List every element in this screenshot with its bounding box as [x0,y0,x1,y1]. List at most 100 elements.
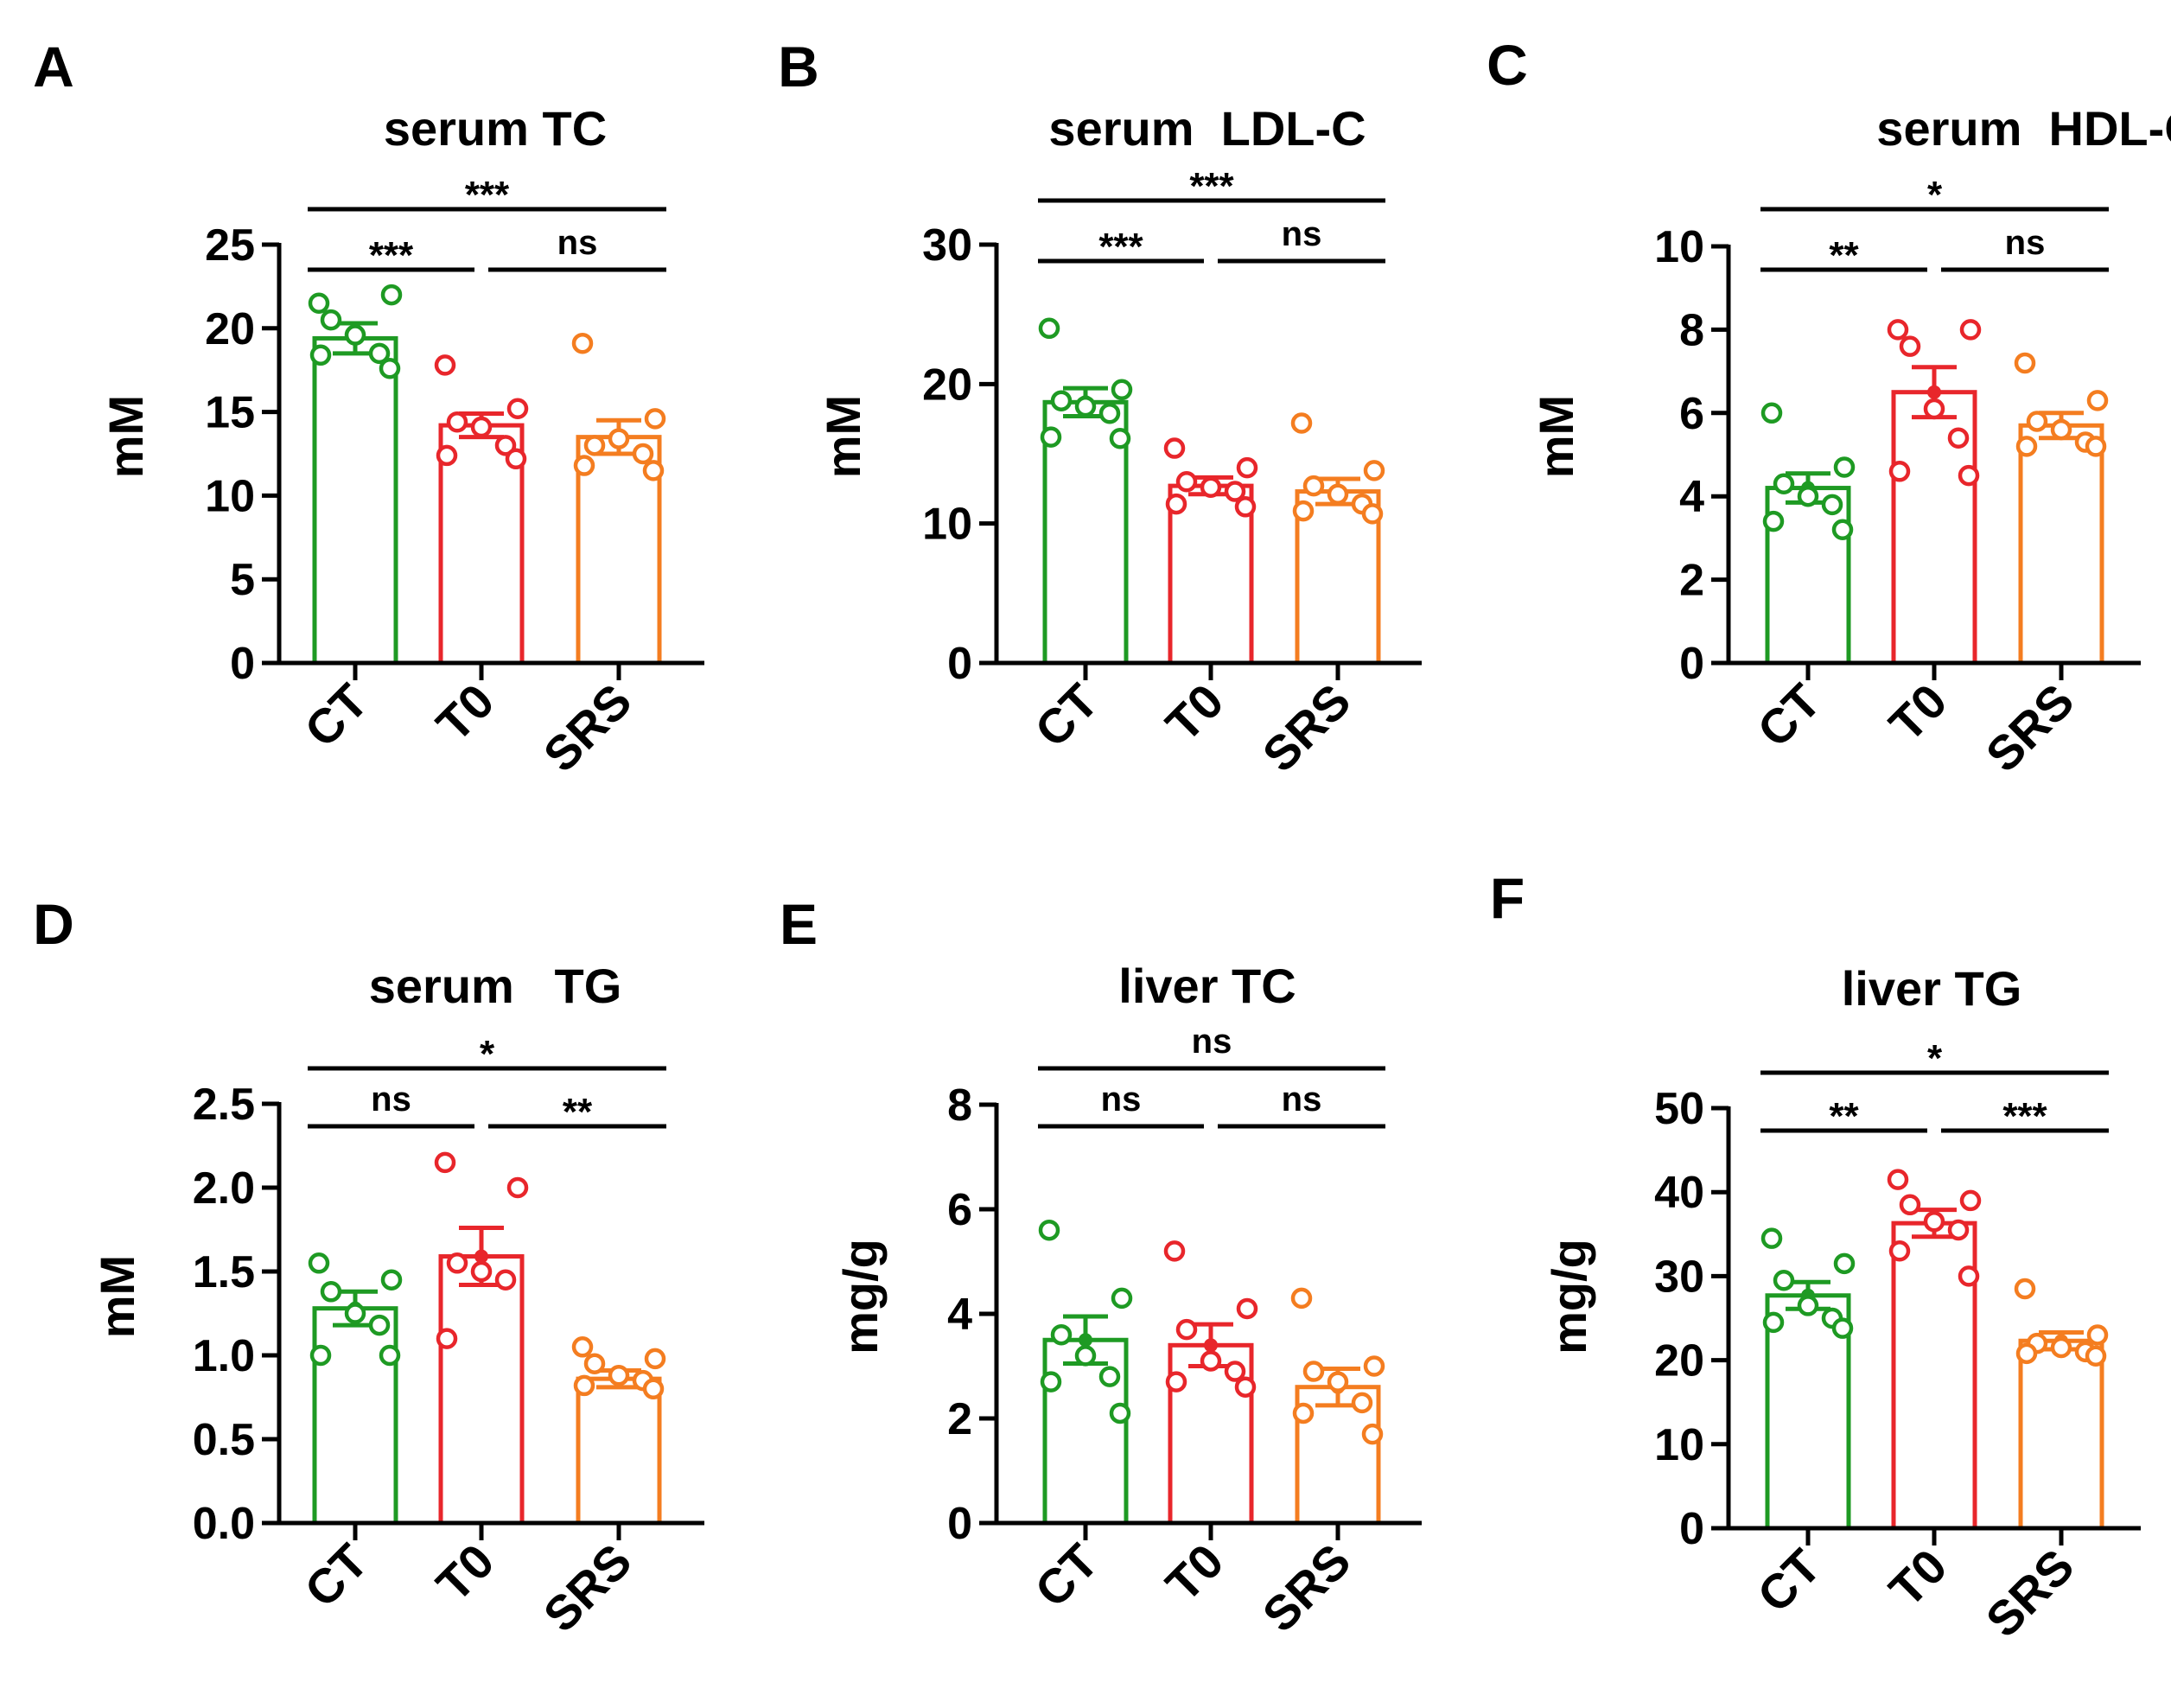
y-tick-label: 20 [1654,1336,1704,1386]
y-tick-label: 0 [1679,1504,1704,1554]
data-point-srs [573,455,595,476]
mean-marker-t0 [1927,385,1941,399]
data-point-t0 [1947,427,1970,449]
panel-letter: E [780,892,818,956]
data-point-t0 [1887,319,1909,341]
data-point-srs [583,435,606,456]
data-point-srs [2086,1324,2109,1346]
data-point-ct [1760,402,1783,424]
y-tick-label: 4 [947,1290,972,1340]
bar-srs [2018,1338,2104,1531]
significance-label: ns [1192,1023,1232,1061]
data-point-t0 [1958,1265,1980,1287]
data-point-t0 [1887,1169,1909,1190]
data-point-ct [1760,1227,1783,1249]
data-point-ct [320,1281,342,1303]
y-tick-label: 40 [1654,1168,1704,1218]
data-point-t0 [434,354,456,376]
data-point-srs [2014,352,2036,374]
y-tick-label: 25 [205,220,255,271]
data-point-t0 [446,411,468,433]
data-point-t0 [1888,461,1911,482]
data-point-srs [608,428,630,449]
data-point-ct [1050,390,1073,411]
data-point-srs [1327,483,1349,506]
data-point-ct [308,292,330,315]
y-tick-label: 30 [922,220,972,271]
x-tick-label-srs: SRS [1252,673,1361,782]
y-tick-label: 0 [947,639,972,689]
data-point-t0 [1958,464,1980,487]
y-tick-label: 20 [922,360,972,410]
panel-letter: A [33,35,74,99]
data-point-srs [2014,1278,2036,1300]
bar-srs [576,1376,662,1526]
data-point-ct [379,1344,401,1367]
data-point-srs [2015,436,2038,457]
data-point-srs [1361,503,1384,525]
mean-marker-t0 [1204,1338,1218,1353]
chart-title: serum TC [384,101,607,156]
data-point-srs [1302,475,1325,497]
data-point-srs [1363,1355,1385,1377]
y-tick-label: 0 [230,639,255,689]
data-point-ct [1773,1270,1795,1291]
data-point-srs [642,460,665,481]
data-point-srs [1361,1423,1384,1445]
data-point-ct [380,284,403,306]
bar-ct [312,335,398,666]
data-point-t0 [505,448,527,470]
data-point-ct [1833,456,1856,478]
y-tick-label: 10 [1654,1420,1704,1470]
data-point-t0 [506,398,529,419]
data-point-srs [1302,1361,1325,1382]
x-tick-label-srs: SRS [533,673,642,782]
y-axis-label: mg/g [1542,1239,1596,1354]
significance-label: ns [1282,1080,1322,1118]
data-point-t0 [1224,1361,1246,1382]
panel-letter: D [33,892,74,956]
data-point-ct [344,1303,366,1324]
data-point-ct [309,1344,332,1367]
data-point-ct [1821,494,1843,516]
x-tick-label-ct: CT [1747,1539,1830,1622]
data-point-srs [2085,436,2107,457]
data-point-t0 [434,1151,456,1174]
x-tick-label-srs: SRS [1976,673,2085,782]
data-point-srs [583,1353,606,1374]
data-point-ct [1050,1323,1073,1346]
y-axis-label: mg/g [833,1239,888,1354]
significance-label: *** [465,174,510,216]
data-point-t0 [1175,471,1198,493]
chart-title: liver TG [1842,961,2022,1016]
y-tick-label: 4 [1679,472,1704,522]
data-point-srs [1363,460,1385,481]
y-tick-label: 50 [1654,1084,1704,1134]
panel-letter: B [778,35,819,99]
x-tick-label-srs: SRS [1252,1533,1361,1642]
y-tick-label: 2.0 [193,1163,255,1214]
data-point-ct [1098,402,1121,424]
y-tick-label: 2.5 [193,1080,255,1130]
data-point-srs [2050,418,2072,441]
y-axis-label: mM [816,395,870,478]
y-tick-label: 0 [947,1499,972,1549]
data-point-t0 [446,1252,468,1274]
data-point-t0 [436,1328,458,1349]
significance-label: *** [1189,165,1234,207]
data-point-srs [2085,1345,2107,1367]
data-point-t0 [1959,1189,1982,1212]
data-point-ct [368,342,391,365]
significance-label: ** [1829,1095,1859,1138]
x-tick-label-ct: CT [1024,1533,1108,1617]
data-point-t0 [1234,1376,1257,1398]
data-point-t0 [1224,481,1246,502]
panel-letter: C [1487,33,1528,97]
y-tick-label: 0.5 [193,1415,255,1465]
data-point-t0 [1234,496,1257,518]
y-tick-label: 2 [947,1394,972,1444]
